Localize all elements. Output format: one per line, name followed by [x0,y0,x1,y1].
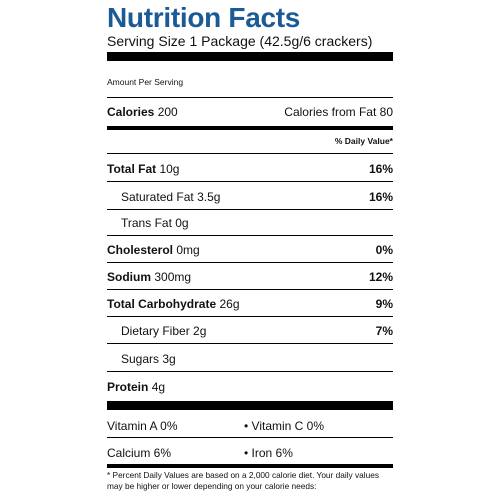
nutrient-amount: 10g [159,162,180,176]
divider-thick [107,52,393,61]
nutrient-name: Trans Fat [121,216,172,230]
divider [107,316,393,317]
nutrient-amount: 300mg [154,270,192,284]
divider [107,289,393,290]
divider-medium [107,126,393,130]
divider-thick [107,401,393,410]
nutrient-amount: 0mg [176,243,200,257]
nutrition-facts-label: Nutrition Facts Serving Size 1 Package (… [107,2,393,491]
divider [107,371,393,372]
divider [107,97,393,98]
divider [107,209,393,210]
nutrient-dv: 16% [368,190,393,204]
nutrient-amount: 26g [219,297,240,311]
nutrient-dv: 0% [375,243,393,257]
nutrient-amount: 4g [151,380,166,394]
nutrient-name: Protein [107,380,149,394]
divider [107,343,393,344]
divider [107,262,393,263]
iron: • Iron 6% [244,446,293,460]
nutrient-name: Dietary Fiber [121,324,190,338]
nutrient-dv: 16% [368,162,393,176]
vitamin-c: • Vitamin C 0% [244,419,325,433]
calories-from-fat: Calories from Fat 80 [284,105,393,119]
nutrient-name: Cholesterol [107,243,174,257]
nutrient-name: Total Carbohydrate [107,297,217,311]
calcium: Calcium 6% [107,446,172,460]
nutrient-name: Saturated Fat [121,190,194,204]
nutrient-dv: 12% [368,270,393,284]
nutrient-dv: 9% [375,297,393,311]
nutrient-name: Total Fat [107,162,157,176]
divider [107,181,393,182]
calories-label: Calories [107,105,155,119]
nutrient-name: Sugars [121,352,160,366]
label-title: Nutrition Facts [107,2,301,33]
calories-value: 200 [157,105,178,119]
footnote: * Percent Daily Values are based on a 2,… [107,470,379,491]
divider [107,235,393,236]
daily-value-header: % Daily Value* [334,136,393,146]
divider [107,153,393,154]
nutrient-dv: 7% [375,324,393,338]
divider [107,437,393,438]
nutrient-amount: 0g [175,216,189,230]
vitamin-a: Vitamin A 0% [107,419,178,433]
nutrient-amount: 3g [162,352,176,366]
nutrient-amount: 2g [193,324,207,338]
nutrient-amount: 3.5g [197,190,221,204]
nutrient-name: Sodium [107,270,151,284]
serving-size: Serving Size 1 Package (42.5g/6 crackers… [107,33,373,49]
divider-medium [107,464,393,468]
